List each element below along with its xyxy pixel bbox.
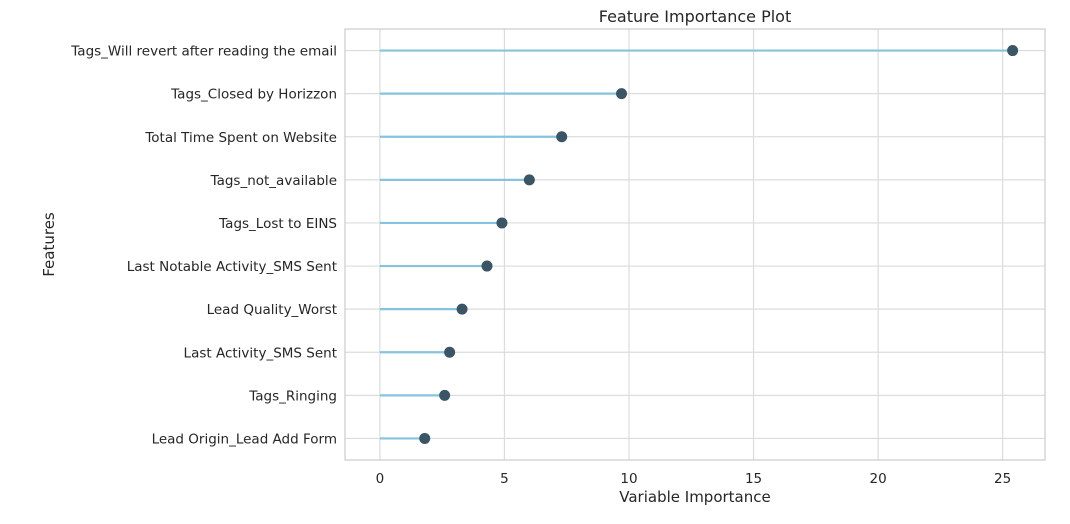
category-label: Tags_Closed by Horizzon [170, 87, 337, 103]
lollipop-marker [439, 389, 451, 401]
marks-layer [379, 45, 1019, 444]
x-tick-label: 15 [745, 471, 762, 487]
lollipop-marker [419, 432, 431, 444]
category-label: Tags_Ringing [248, 388, 337, 404]
category-label: Tags_not_available [210, 173, 337, 189]
category-label: Last Activity_SMS Sent [184, 345, 337, 361]
category-label: Total Time Spent on Website [144, 130, 337, 146]
lollipop-marker [1007, 45, 1019, 57]
x-axis-label: Variable Importance [619, 488, 770, 506]
category-label: Tags_Lost to EINS [218, 216, 337, 232]
chart-title: Feature Importance Plot [599, 7, 791, 26]
category-label: Lead Origin_Lead Add Form [152, 431, 337, 447]
x-tick-label: 5 [500, 471, 509, 487]
y-axis-label: Features [40, 212, 58, 277]
x-tick-label: 20 [870, 471, 887, 487]
category-label: Lead Quality_Worst [207, 302, 337, 318]
plot-frame [344, 28, 1046, 461]
labels-layer: 0 5 10 15 20 25 Tags_Will revert after reading… [70, 44, 1011, 487]
x-tick-label: 25 [994, 471, 1011, 487]
x-tick-label: 10 [620, 471, 637, 487]
category-label: Tags_Will revert after reading the email [70, 44, 337, 60]
lollipop-marker [523, 174, 535, 186]
x-tick-label: 0 [376, 471, 385, 487]
lollipop-marker [556, 131, 568, 143]
lollipop-marker [616, 88, 628, 100]
category-label: Last Notable Activity_SMS Sent [127, 259, 337, 275]
lollipop-marker [496, 217, 508, 229]
lollipop-marker [481, 260, 493, 272]
lollipop-marker [444, 346, 456, 358]
lollipop-marker [456, 303, 468, 315]
